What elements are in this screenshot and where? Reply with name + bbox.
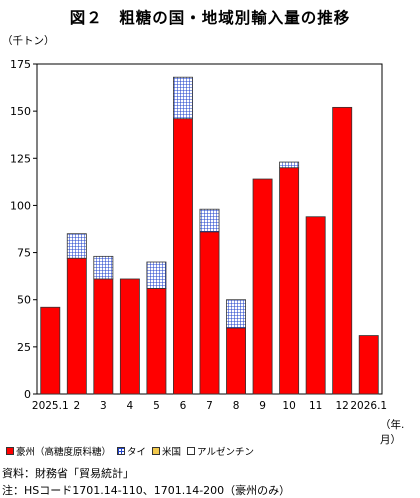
bar-segment-1-9 bbox=[279, 161, 300, 169]
x-tick-label: 8 bbox=[233, 400, 240, 412]
bar-segment-0-6 bbox=[199, 231, 220, 395]
bar-segment-1-7 bbox=[226, 299, 246, 329]
bar-segment-0-1 bbox=[66, 257, 87, 395]
bar-segment-0-0 bbox=[40, 306, 61, 395]
y-axis-unit: （千トン） bbox=[2, 35, 55, 47]
x-tick-label: 2026.1 bbox=[350, 400, 387, 412]
legend-label-australia: 豪州（高糖度原料糖） bbox=[16, 447, 112, 458]
y-tick-label: 125 bbox=[10, 152, 31, 165]
x-tick-label: 11 bbox=[309, 400, 322, 412]
x-tick-label: 12 bbox=[336, 400, 349, 412]
bar-segment-0-9 bbox=[279, 167, 300, 395]
bar-segment-1-4 bbox=[146, 261, 167, 289]
bar-segment-0-5 bbox=[173, 118, 193, 395]
legend-swatch-usa bbox=[152, 447, 161, 455]
y-tick-label: 25 bbox=[17, 341, 31, 354]
x-tick-label: 6 bbox=[180, 400, 187, 412]
bar-segment-1-6 bbox=[199, 208, 220, 233]
bar-segment-0-3 bbox=[119, 278, 140, 395]
legend-item-australia: 豪州（高糖度原料糖） bbox=[6, 444, 111, 458]
x-tick-label: 10 bbox=[282, 400, 295, 412]
source-note: 資料：財務省「貿易統計」 bbox=[2, 467, 134, 480]
legend-label-argentina: アルゼンチン bbox=[197, 447, 254, 458]
x-tick-label: 4 bbox=[127, 400, 134, 412]
bar-segment-0-2 bbox=[93, 278, 114, 395]
legend-item-usa: 米国 bbox=[152, 444, 181, 458]
bar-segment-1-1 bbox=[66, 233, 87, 259]
y-tick-label: 150 bbox=[10, 105, 31, 118]
legend-item-argentina: アルゼンチン bbox=[187, 444, 254, 458]
y-tick-label: 0 bbox=[24, 388, 31, 401]
legend-label-thailand: タイ bbox=[127, 447, 147, 458]
footnote: 注：HSコード1701.14-110、1701.14-200（豪州のみ） bbox=[2, 484, 291, 497]
x-tick-label: 7 bbox=[206, 400, 213, 412]
x-axis-unit: （年.月） bbox=[380, 419, 405, 446]
y-tick-label: 175 bbox=[10, 58, 31, 71]
bar-segment-0-10 bbox=[305, 216, 326, 395]
bar-segment-0-12 bbox=[358, 335, 379, 395]
x-tick-label: 5 bbox=[153, 400, 160, 412]
x-tick-label: 2025.1 bbox=[32, 400, 69, 412]
legend: 豪州（高糖度原料糖） タイ 米国 アルゼンチン bbox=[6, 444, 260, 458]
bar-segment-0-8 bbox=[252, 178, 273, 395]
x-tick-label: 9 bbox=[259, 400, 266, 412]
chart-title: 図２ 粗糖の国・地域別輸入量の推移 bbox=[69, 9, 351, 27]
y-tick-label: 50 bbox=[17, 294, 31, 307]
legend-swatch-australia bbox=[6, 447, 14, 455]
x-tick-label: 3 bbox=[100, 400, 107, 412]
legend-label-usa: 米国 bbox=[162, 447, 182, 458]
legend-swatch-argentina bbox=[187, 447, 196, 455]
bar-segment-0-4 bbox=[146, 287, 167, 395]
x-tick-label: 2 bbox=[73, 400, 80, 412]
bar-segment-0-7 bbox=[226, 327, 246, 395]
legend-swatch-thailand bbox=[117, 447, 126, 455]
y-tick-label: 100 bbox=[10, 199, 31, 212]
bar-segment-0-11 bbox=[332, 106, 353, 395]
y-tick-label: 75 bbox=[17, 247, 31, 260]
bar-segment-1-2 bbox=[93, 255, 114, 280]
legend-item-thailand: タイ bbox=[117, 444, 146, 458]
bar-segment-1-5 bbox=[173, 76, 193, 120]
